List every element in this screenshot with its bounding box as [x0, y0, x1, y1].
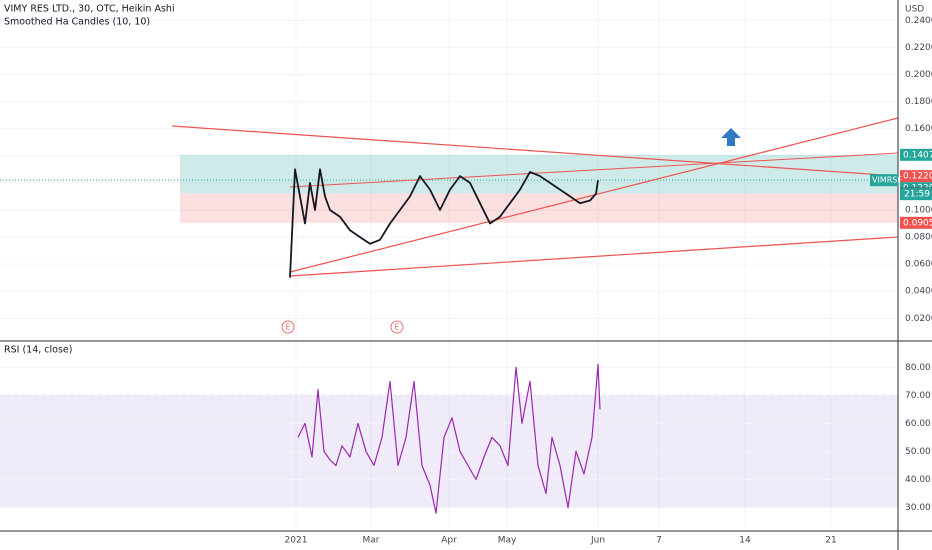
x-tick-label: Apr: [441, 536, 457, 546]
x-tick-label: 2021: [285, 536, 308, 546]
rsi-title: RSI (14, close): [4, 345, 72, 356]
trend-line: [289, 152, 899, 188]
x-tick-label: Mar: [363, 536, 380, 546]
grid: [0, 366, 898, 509]
currency: USD: [905, 5, 924, 15]
countdown-label: 21:59: [904, 190, 930, 200]
event-marker: [281, 320, 295, 334]
y-tick-label: 30.00: [905, 503, 931, 513]
countdown-tag: [900, 188, 932, 201]
arrow-up: [721, 128, 741, 146]
y-tick-label: 0.2400: [905, 16, 932, 26]
price-tag-label: 0.1220: [903, 172, 932, 182]
price-tag-label: 0.0905: [903, 218, 932, 228]
x-tick-label: Jun: [590, 536, 605, 546]
x-tick-label: 21: [825, 536, 836, 546]
y-tick-label: 60.00: [905, 419, 931, 429]
event-label: E: [394, 323, 399, 332]
symbol-tag: [870, 174, 898, 187]
symbol-label: VIMRSF: [872, 176, 902, 185]
price-zone: [180, 193, 898, 223]
x-tick-label: 7: [656, 536, 662, 546]
x-tick-label: 14: [739, 536, 751, 546]
price-tag: [900, 170, 932, 183]
trend-line: [171, 125, 899, 177]
price-zone: [180, 154, 898, 194]
series-line: [289, 168, 599, 278]
x-tick-label: May: [498, 536, 517, 546]
y-tick-label: 80.00: [905, 363, 931, 373]
series-line: [297, 363, 601, 514]
chart-title: VIMY RES LTD., 30, OTC, Heikin Ashi: [4, 4, 175, 15]
price-tag-label: 0.1407: [903, 150, 932, 160]
y-tick-label: 50.00: [905, 447, 931, 457]
y-tick-label: 40.00: [905, 475, 931, 485]
y-tick-label: 70.00: [905, 391, 931, 401]
indicator-title: Smoothed Ha Candles (10, 10): [4, 17, 150, 28]
price-tag: [900, 148, 932, 161]
event-marker: [390, 320, 404, 334]
trend-line: [289, 236, 899, 277]
price-tag: [900, 216, 932, 229]
event-label: E: [285, 323, 290, 332]
